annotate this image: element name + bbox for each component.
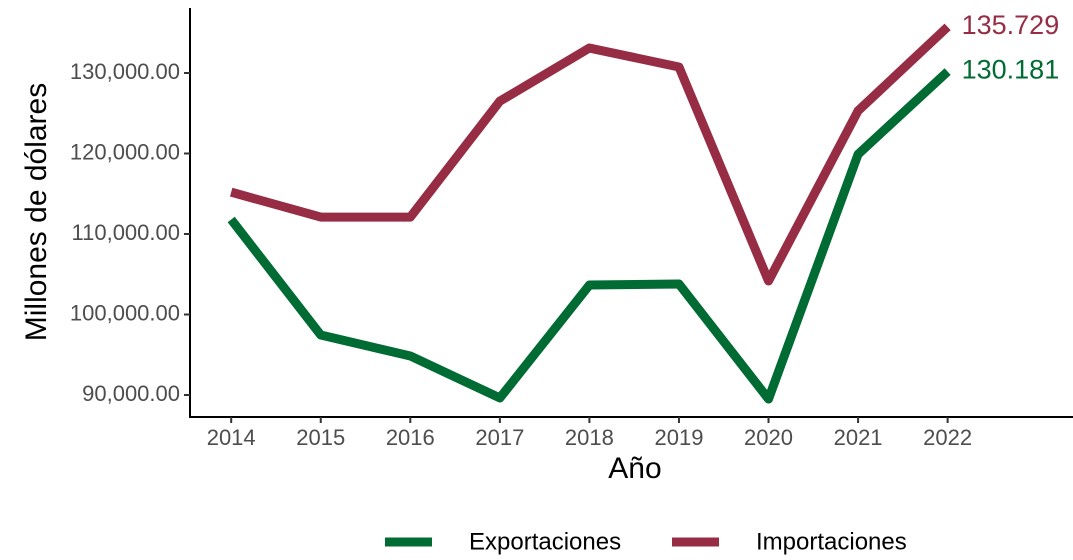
legend-label: Exportaciones (469, 528, 621, 555)
y-tick-label: 110,000.00 (72, 220, 180, 245)
y-tick-label: 100,000.00 (70, 300, 180, 325)
end-label: 130.181 (962, 55, 1060, 85)
x-axis-title: Año (608, 452, 661, 485)
x-tick-label: 2015 (296, 425, 345, 450)
line (227, 68, 951, 404)
x-tick-label: 2020 (744, 425, 793, 450)
x-tick-label: 2021 (834, 425, 883, 450)
end-label: 135.729 (962, 10, 1060, 40)
y-tick-label: 90,000.00 (82, 381, 180, 406)
line (229, 23, 951, 286)
x-tick-label: 2018 (565, 425, 614, 450)
x-tick-label: 2019 (654, 425, 703, 450)
x-tick-label: 2022 (923, 425, 972, 450)
legend-label: Importaciones (756, 528, 907, 555)
x-tick-label: 2017 (475, 425, 524, 450)
y-axis-title: Millones de dólares (20, 83, 53, 341)
x-tick-label: 2016 (386, 425, 435, 450)
x-tick-label: 2014 (207, 425, 256, 450)
y-tick-label: 120,000.00 (70, 139, 180, 164)
y-tick-label: 130,000.00 (70, 59, 180, 84)
